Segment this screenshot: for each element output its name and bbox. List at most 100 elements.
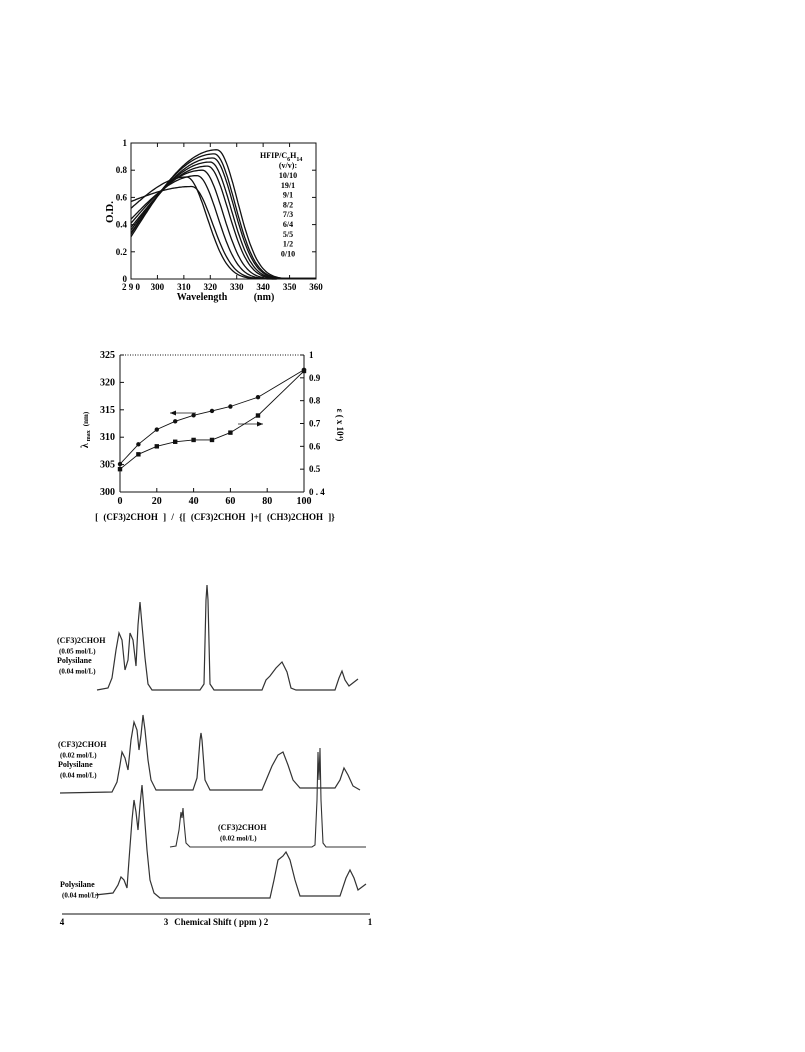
fig3-label-line: (0.02 mol/L) bbox=[60, 752, 97, 760]
fig1-xunit: (nm) bbox=[254, 292, 275, 303]
fig3-xaxis-title: Chemical Shift ( ppm ) bbox=[174, 917, 262, 927]
fig2-xtick-label: 40 bbox=[189, 496, 199, 507]
fig2-ytick-label-right: 0.9 bbox=[309, 373, 321, 383]
nmr-spectrum-4 bbox=[94, 784, 367, 899]
fig2-ytick-label-right: 0.8 bbox=[309, 396, 321, 406]
fig2-point-circle bbox=[191, 413, 196, 418]
fig2-ytick-label-right: 0.7 bbox=[309, 419, 321, 429]
fig2-ytick-label-right: 1 bbox=[309, 350, 314, 360]
fig2-xtick-label: 100 bbox=[297, 496, 312, 507]
fig1-legend-entry: 8/2 bbox=[283, 200, 293, 209]
fig2-point-square bbox=[228, 430, 233, 435]
fig1-ytick-label: 0.4 bbox=[116, 220, 128, 230]
fig2-ytick-label-left: 315 bbox=[100, 405, 115, 416]
fig2-ytick-label-left: 300 bbox=[100, 487, 115, 498]
fig2-point-square bbox=[301, 368, 307, 374]
fig1-series-line bbox=[130, 185, 316, 280]
fig3-spectrum-label: (CF3)2CHOH (0.02 mol/L) bbox=[218, 823, 267, 843]
fig1-ytick-label: 0.6 bbox=[116, 192, 128, 202]
fig2-xtick-label: 60 bbox=[225, 496, 235, 507]
fig1-series-line bbox=[130, 161, 316, 280]
nmr-spectrum-2 bbox=[59, 714, 361, 794]
fig1-legend-entry: 9/1 bbox=[283, 191, 293, 200]
fig3-spectrum-label: (CF3)2CHOH (0.05 mol/L)Polysilane (0.04 mo… bbox=[57, 636, 106, 676]
fig2-point-circle bbox=[117, 461, 123, 467]
fig3-label-line: Polysilane bbox=[58, 760, 93, 769]
fig3-spectrum-label: Polysilane (0.04 mol/L) bbox=[60, 880, 99, 900]
fig1-ylabel: O.D. bbox=[104, 201, 116, 223]
fig1-xtick-label: 340 bbox=[256, 282, 270, 292]
fig1-series-line bbox=[130, 165, 316, 280]
fig3-label-line: (CF3)2CHOH bbox=[57, 636, 106, 645]
fig1-legend-entry: 19/1 bbox=[281, 181, 295, 190]
fig2-ytick-label-right: 0.5 bbox=[309, 464, 321, 474]
fig1-series-line bbox=[130, 174, 316, 280]
fig2-series-line bbox=[119, 369, 305, 465]
fig1-xtick-label: 350 bbox=[283, 282, 297, 292]
fig2-series-line bbox=[119, 370, 305, 470]
fig2-ylabel-lambda: λ bbox=[80, 443, 91, 448]
fig1-xtick-label: 300 bbox=[151, 282, 165, 292]
fig3-label-line: (0.05 mol/L) bbox=[59, 648, 96, 656]
fig2-ytick-label-right: 0.6 bbox=[309, 441, 321, 451]
fig1-xlabel: Wavelength bbox=[177, 292, 228, 303]
fig1-legend-entry: 0/10 bbox=[281, 249, 295, 258]
fig3-tick-label: 1 bbox=[368, 917, 373, 927]
fig2-plot-frame bbox=[119, 354, 305, 493]
fig3-label-line: Polysilane bbox=[57, 656, 92, 665]
fig1-ytick-label: 1 bbox=[123, 138, 128, 148]
fig2-point-circle bbox=[209, 408, 215, 414]
fig1-series-line bbox=[130, 149, 316, 280]
fig2-point-square bbox=[255, 413, 261, 418]
fig1-series-line bbox=[130, 153, 316, 280]
fig1-ytick-label: 0 bbox=[123, 274, 128, 284]
fig1-xtick-label: 330 bbox=[230, 282, 244, 292]
fig1-series-line bbox=[130, 169, 316, 280]
fig2-ytick-label-right: 0 . 4 bbox=[309, 487, 325, 497]
fig2-ylabel-right: ε ( x 10⁴) bbox=[335, 409, 345, 442]
fig3-label-line: (0.04 mol/L) bbox=[60, 772, 97, 780]
fig3-label-line: (0.04 mol/L) bbox=[62, 892, 99, 900]
fig1-ytick-label: 0.8 bbox=[116, 165, 128, 175]
fig2-ytick-label-left: 305 bbox=[100, 460, 115, 471]
fig2-point-circle bbox=[173, 419, 178, 424]
fig3-tick-label: 3 bbox=[164, 917, 169, 927]
fig2-point-square bbox=[154, 444, 159, 449]
fig1-legend-entry: 7/3 bbox=[283, 210, 293, 219]
fig3-tick-label: 4 bbox=[60, 917, 65, 927]
fig2-xlabel: [ (CF3)2CHOH ] / {[ (CF3)2CHOH ]+[ (CH3)… bbox=[95, 512, 335, 522]
fig2-point-square bbox=[191, 437, 196, 443]
fig2-arrow-left bbox=[170, 410, 196, 416]
nmr-spectrum-1 bbox=[96, 584, 359, 691]
fig2-ytick-label-left: 310 bbox=[100, 432, 115, 443]
fig1-legend-title-sub: 6 bbox=[287, 157, 290, 163]
fig1-legend-header: (v/v): bbox=[279, 161, 297, 170]
fig1-legend-title-sub2: 14 bbox=[296, 157, 302, 163]
fig2-xtick-label: 80 bbox=[262, 496, 272, 507]
fig2-xtick-label: 20 bbox=[152, 496, 162, 507]
fig1-ytick-label: 0.2 bbox=[116, 247, 128, 257]
fig2-point-square bbox=[117, 466, 123, 472]
fig2-xtick-label: 0 bbox=[118, 496, 123, 507]
fig1-legend-title-h: H bbox=[290, 151, 297, 160]
fig3-label-line: (0.04 mol/L) bbox=[59, 668, 96, 676]
fig1-legend-entry: 5/5 bbox=[283, 230, 293, 239]
fig2-point-square bbox=[173, 439, 178, 444]
fig1-series-line bbox=[130, 157, 316, 280]
fig1-legend-entry: 1/2 bbox=[283, 240, 293, 249]
fig1-legend-entry: 10/10 bbox=[279, 171, 297, 180]
fig2-ylabel-max: max bbox=[86, 430, 92, 441]
fig1-plot-frame bbox=[130, 142, 317, 280]
fig1-xtick-label: 320 bbox=[204, 282, 218, 292]
fig2-point-circle bbox=[136, 442, 141, 447]
fig3-label-line: (0.02 mol/L) bbox=[220, 835, 257, 843]
fig1-legend: HFIP/C6H14 (v/v): 10/1019/19/18/27/36/45… bbox=[260, 151, 302, 258]
fig1-xtick-label: 360 bbox=[309, 282, 323, 292]
fig1-series-line bbox=[130, 176, 316, 280]
fig3-label-line: (CF3)2CHOH bbox=[58, 740, 107, 749]
fig2-point-circle bbox=[154, 427, 159, 432]
fig1-legend-entry: 6/4 bbox=[283, 220, 293, 229]
fig2-point-circle bbox=[228, 404, 233, 409]
fig3-spectrum-label: (CF3)2CHOH (0.02 mol/L)Polysilane (0.04 mo… bbox=[58, 740, 107, 780]
